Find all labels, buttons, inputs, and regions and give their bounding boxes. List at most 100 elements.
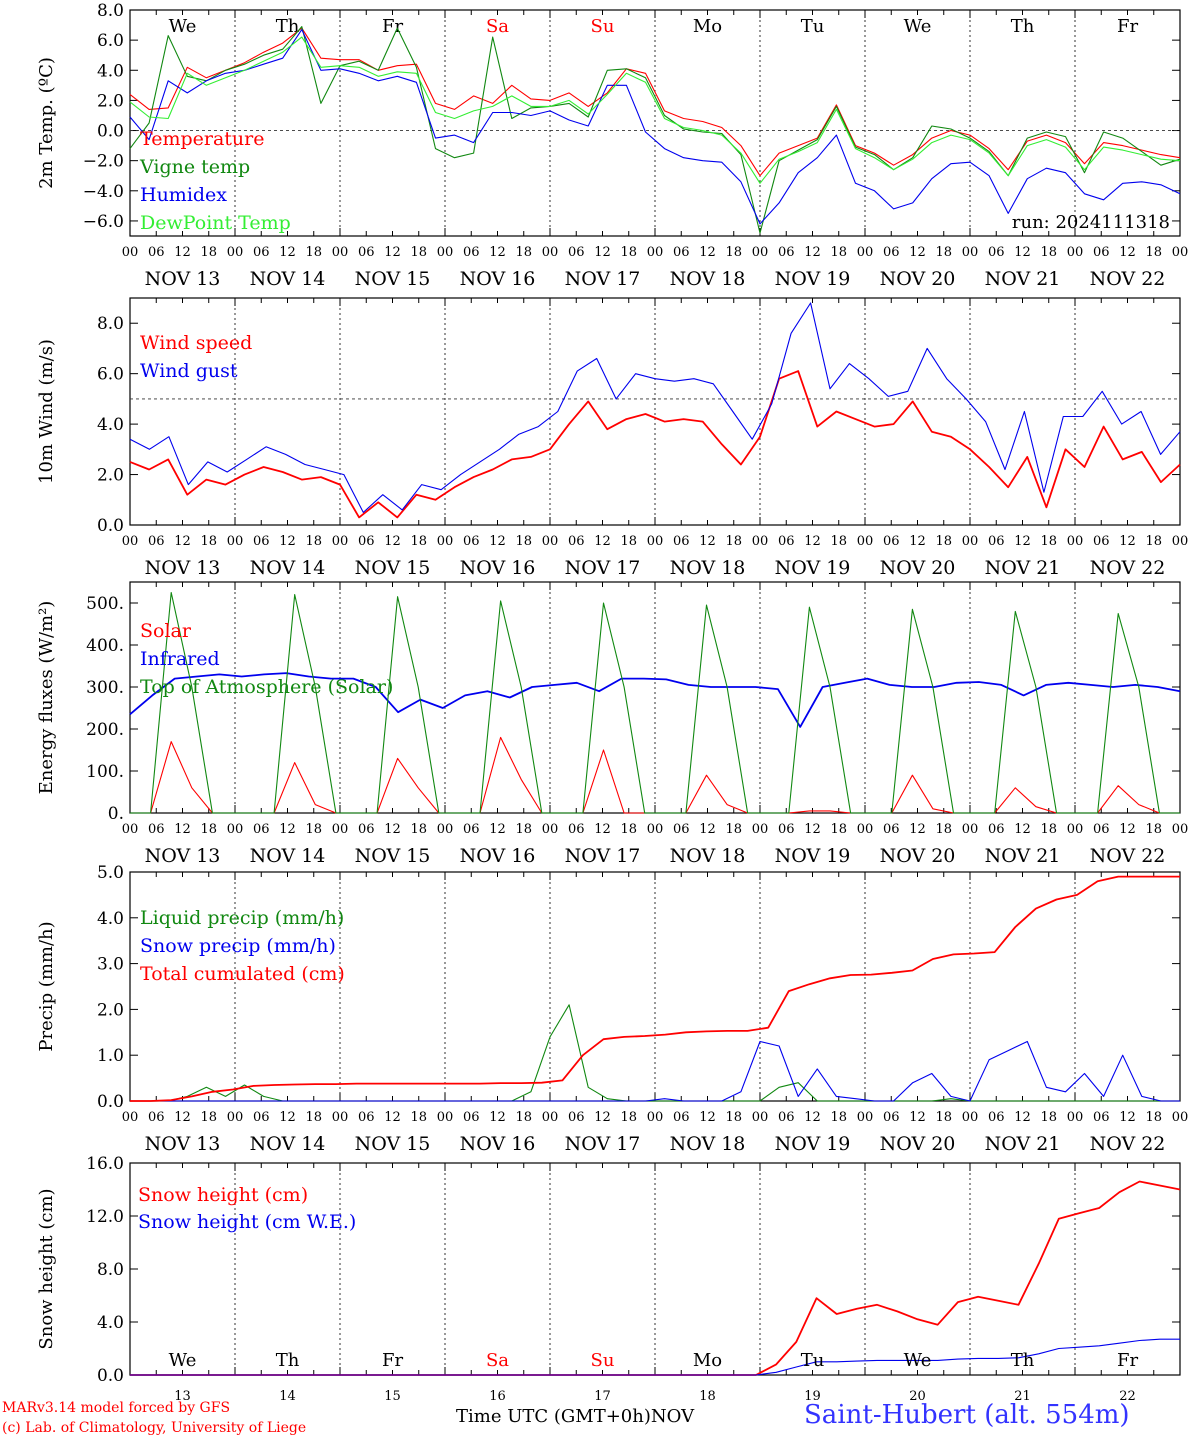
- hour-tick-label: 06: [358, 1110, 375, 1125]
- y-tick-label: 0.0: [97, 516, 124, 536]
- y-tick-label: 400.: [86, 636, 124, 656]
- time-axis-title: Time UTC (GMT+0h): [456, 1406, 651, 1427]
- hour-tick-label: 06: [568, 245, 585, 260]
- hour-tick-label: 12: [909, 822, 926, 837]
- hour-tick-label: 18: [725, 822, 742, 837]
- hour-tick-label: 00: [857, 534, 874, 549]
- hour-tick-label: 18: [935, 1110, 952, 1125]
- y-axis-label: Snow height (cm): [36, 1188, 57, 1349]
- date-label: NOV 13: [145, 557, 221, 579]
- hour-tick-label: 12: [384, 534, 401, 549]
- hour-tick-label: 06: [568, 1110, 585, 1125]
- date-label: NOV 19: [775, 268, 851, 290]
- hour-tick-label: 06: [988, 534, 1005, 549]
- legend-entry: Top of Atmosphere (Solar): [140, 676, 393, 698]
- legend-entry: Snow height (cm): [138, 1184, 308, 1206]
- hour-tick-label: 06: [1093, 822, 1110, 837]
- hour-tick-label: 12: [384, 822, 401, 837]
- hour-tick-label: 12: [279, 822, 296, 837]
- day-of-week-label: Fr: [1117, 16, 1138, 37]
- hour-tick-label: 00: [122, 534, 139, 549]
- day-of-week-label: Tu: [801, 16, 825, 37]
- date-label: NOV 15: [355, 557, 431, 579]
- day-of-week-label: Sa: [486, 1350, 509, 1371]
- date-label: NOV 18: [670, 845, 746, 867]
- hour-tick-label: 18: [830, 534, 847, 549]
- hour-tick-label: 12: [489, 534, 506, 549]
- y-tick-label: 12.0: [86, 1207, 124, 1227]
- hour-tick-label: 06: [673, 822, 690, 837]
- day-of-week-label: Th: [276, 16, 300, 37]
- hour-tick-label: 12: [279, 245, 296, 260]
- hour-tick-label: 12: [699, 245, 716, 260]
- hour-tick-label: 18: [515, 822, 532, 837]
- day-of-week-label: We: [904, 16, 932, 37]
- day-of-week-label: Fr: [382, 1350, 403, 1371]
- hour-tick-label: 18: [830, 822, 847, 837]
- date-label: NOV 20: [880, 845, 956, 867]
- date-label: NOV 18: [670, 557, 746, 579]
- hour-tick-label: 18: [305, 822, 322, 837]
- date-number-label: 21: [1014, 1389, 1031, 1404]
- day-of-week-label: Su: [591, 16, 615, 37]
- hour-tick-label: 06: [1093, 245, 1110, 260]
- legend-entry: Infrared: [140, 648, 220, 670]
- y-axis-label: Precip (mm/h): [36, 921, 57, 1051]
- hour-tick-label: 12: [174, 534, 191, 549]
- y-tick-label: −4.0: [83, 182, 124, 202]
- panel-2: 500. 400. 300. 200. 100. 0. Energy fluxes (W/m…: [36, 581, 1189, 867]
- hour-tick-label: 06: [988, 822, 1005, 837]
- hour-tick-label: 12: [804, 534, 821, 549]
- hour-tick-label: 12: [699, 1110, 716, 1125]
- hour-tick-label: 18: [620, 822, 637, 837]
- legend-entry: Wind speed: [140, 332, 252, 354]
- date-label: NOV 21: [985, 268, 1061, 290]
- date-number-label: 18: [699, 1389, 716, 1404]
- hour-tick-label: 06: [148, 245, 165, 260]
- hour-tick-label: 00: [647, 822, 664, 837]
- y-tick-label: 0.0: [97, 1366, 124, 1386]
- hour-tick-label: 00: [1067, 1110, 1084, 1125]
- date-label: NOV 14: [250, 1133, 326, 1155]
- hour-tick-label: 18: [200, 822, 217, 837]
- hour-tick-label: 12: [1014, 245, 1031, 260]
- hour-tick-label: 00: [752, 1110, 769, 1125]
- date-label: NOV 13: [145, 1133, 221, 1155]
- hour-tick-label: 00: [752, 822, 769, 837]
- hour-tick-label: 18: [515, 245, 532, 260]
- hour-tick-label: 00: [227, 1110, 244, 1125]
- date-label: NOV 19: [775, 845, 851, 867]
- hour-tick-label: 12: [594, 534, 611, 549]
- hour-tick-label: 06: [673, 1110, 690, 1125]
- day-of-week-label: We: [169, 1350, 197, 1371]
- day-of-week-label: Fr: [1117, 1350, 1138, 1371]
- y-tick-label: 8.0: [97, 314, 124, 334]
- hour-tick-label: 18: [620, 245, 637, 260]
- panel-3: 5.0 4.0 3.0 2.0 1.0 0.0 Precip (mm/h) Liquid pr…: [36, 863, 1188, 1155]
- hour-tick-label: 00: [122, 245, 139, 260]
- hour-tick-label: 12: [804, 1110, 821, 1125]
- panel-4: 16.0 12.0 8.0 4.0 0.0 Snow height (cm) Snow he…: [36, 1154, 1181, 1404]
- series-line-2: [130, 591, 1180, 814]
- y-tick-label: 5.0: [97, 863, 124, 883]
- date-label: NOV 15: [355, 268, 431, 290]
- hour-tick-label: 18: [935, 534, 952, 549]
- hour-tick-label: 06: [883, 534, 900, 549]
- hour-tick-label: 12: [804, 822, 821, 837]
- hour-tick-label: 00: [332, 245, 349, 260]
- date-label: NOV 22: [1090, 268, 1166, 290]
- hour-tick-label: 18: [305, 1110, 322, 1125]
- day-of-week-label: Th: [276, 1350, 300, 1371]
- hour-tick-label: 12: [384, 245, 401, 260]
- hour-tick-label: 00: [1172, 822, 1189, 837]
- date-label: NOV 17: [565, 845, 641, 867]
- panel-0: 8.0 6.0 4.0 2.0 0.0 −2.0 −4.0 −6.0 2m Temp. (ºC)…: [36, 1, 1188, 290]
- hour-tick-label: 00: [1067, 534, 1084, 549]
- time-axis-label: Time UTC (GMT+0h)NOV: [456, 1406, 694, 1427]
- date-label: NOV 17: [565, 557, 641, 579]
- date-label: NOV 15: [355, 845, 431, 867]
- hour-tick-label: 06: [253, 245, 270, 260]
- date-number-label: 17: [594, 1389, 611, 1404]
- panel-1: 8.0 6.0 4.0 2.0 0.0 10m Wind (m/s) Wind speed W…: [36, 297, 1188, 579]
- date-label: NOV 19: [775, 557, 851, 579]
